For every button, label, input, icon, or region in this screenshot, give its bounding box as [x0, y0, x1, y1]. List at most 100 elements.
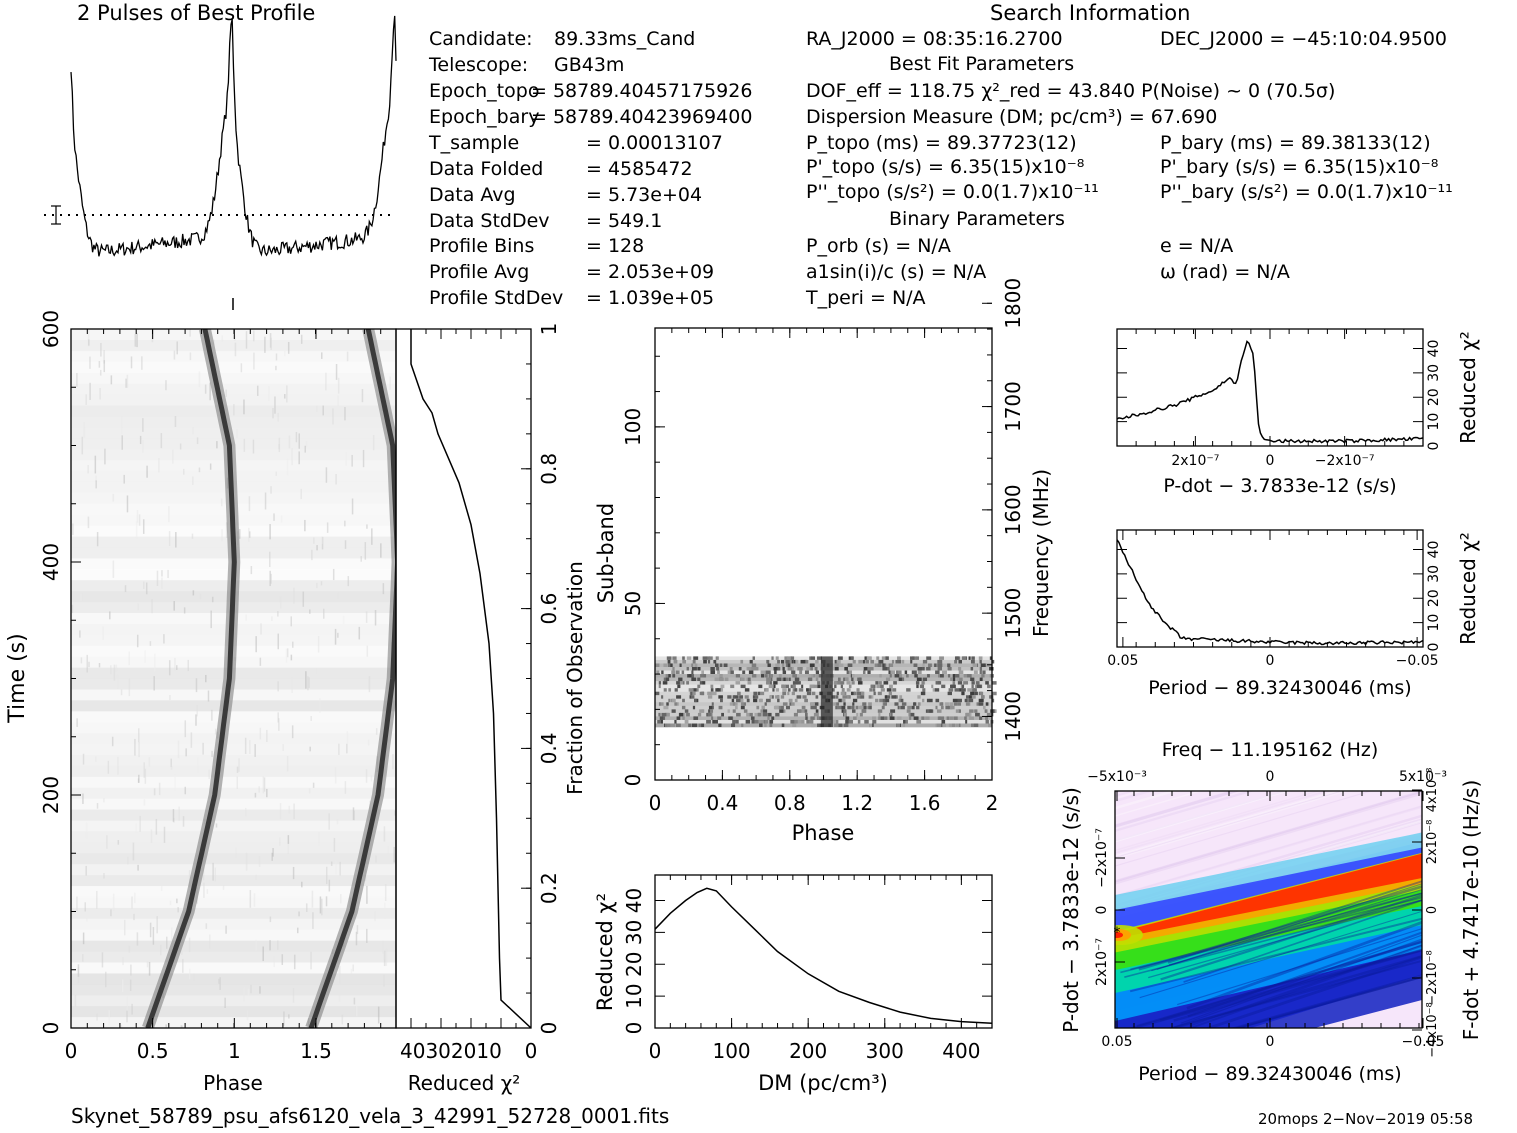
subband-speck [692, 688, 697, 692]
subband-speck [922, 688, 926, 692]
chi2-curve [1116, 340, 1424, 444]
map-streak [1115, 805, 1422, 898]
noise-speck [211, 596, 214, 603]
subband-speck [767, 716, 770, 720]
y-tick-label: 0 [1094, 906, 1110, 915]
noise-speck [338, 743, 340, 755]
time-row [71, 700, 396, 712]
subband-speck [749, 659, 753, 664]
noise-speck [195, 678, 198, 693]
noise-speck [277, 712, 279, 723]
subband-speck [771, 656, 774, 660]
subband-speck [802, 695, 807, 699]
data-folded-value: = 4585472 [586, 158, 693, 180]
top-tick-label: 0 [1266, 769, 1275, 785]
x-tick-label: 0 [1266, 653, 1275, 669]
subband-speck [871, 695, 874, 699]
subband-speck [780, 659, 785, 664]
subband-speck [817, 684, 821, 689]
noise-speck [347, 576, 350, 587]
subband-speck [897, 674, 903, 678]
noise-speck [96, 532, 99, 547]
y-tick-label: 0 [1426, 442, 1442, 451]
subband-speck [681, 670, 685, 675]
subband-speck [785, 659, 791, 664]
subband-speck [916, 719, 922, 724]
subband-speck [787, 663, 790, 667]
noise-speck [339, 861, 341, 876]
subband-speck [862, 670, 866, 675]
y-tick-label: 0 [537, 1022, 561, 1035]
subband-speck [848, 719, 854, 724]
noise-speck [107, 760, 110, 774]
noise-speck [394, 810, 396, 816]
subband-speck [727, 709, 730, 713]
pdot-bary: P'_bary (s/s) = 6.35(15)x10⁻⁸ [1160, 156, 1439, 178]
noise-speck [344, 781, 347, 794]
noise-speck [248, 531, 251, 538]
subband-speck [862, 702, 867, 706]
noise-speck [165, 1024, 167, 1028]
noise-speck [181, 950, 183, 955]
subband-speck [761, 674, 765, 678]
noise-speck [383, 974, 385, 987]
time-row [71, 798, 396, 811]
noise-speck [126, 374, 129, 388]
subband-speck [679, 663, 682, 667]
subband-speck [890, 670, 895, 675]
subband-speck [658, 712, 661, 717]
subband-speck [852, 659, 856, 664]
subband-speck [782, 688, 787, 692]
subband-speck [730, 723, 736, 728]
noise-speck [89, 356, 91, 369]
subband-speck [958, 667, 962, 671]
subband-speck [882, 663, 885, 667]
subband-speck [699, 691, 704, 696]
noise-speck [137, 603, 139, 611]
subband-speck [971, 695, 976, 699]
subband-speck [869, 688, 872, 692]
noise-speck [192, 476, 194, 485]
noise-speck [132, 842, 135, 861]
noise-speck [283, 1011, 285, 1026]
noise-speck [143, 581, 145, 589]
subband-speck [751, 663, 757, 667]
subband-speck [969, 712, 972, 717]
noise-speck [250, 565, 253, 575]
subband-speck [670, 723, 676, 728]
subband-speck [942, 670, 947, 675]
time-row [71, 875, 396, 887]
noise-speck [196, 437, 199, 445]
noise-speck [189, 352, 192, 361]
noise-speck [285, 648, 288, 663]
map-streak-dark [1129, 917, 1422, 993]
subband-speck [718, 695, 723, 699]
noise-speck [236, 766, 239, 773]
noise-speck [131, 896, 133, 909]
noise-speck [385, 948, 388, 966]
noise-speck [392, 754, 394, 770]
filename: Skynet_58789_psu_afs6120_vela_3_42991_52… [71, 1104, 670, 1128]
noise-speck [248, 496, 251, 512]
subband-speck [671, 698, 676, 703]
subband-speck [697, 712, 702, 717]
subband-speck [691, 670, 694, 675]
noise-speck [280, 515, 283, 523]
subband-speck [965, 712, 970, 717]
pddot-topo: P''_topo (s/s²) = 0.0(1.7)x10⁻¹¹ [806, 181, 1099, 203]
noise-speck [212, 862, 214, 881]
noise-speck [353, 997, 356, 1005]
subband-speck [860, 691, 865, 696]
subband-speck [857, 691, 861, 696]
subband-speck [909, 716, 912, 720]
noise-speck [250, 984, 252, 994]
subband-speck [754, 719, 759, 724]
subband-speck [690, 695, 695, 699]
map-streak [1115, 805, 1422, 897]
subband-speck [957, 702, 962, 706]
subband-speck [720, 698, 723, 703]
noise-speck [130, 964, 132, 976]
subband-speck [667, 659, 671, 664]
noise-speck [141, 356, 143, 370]
subband-speck [662, 716, 666, 720]
